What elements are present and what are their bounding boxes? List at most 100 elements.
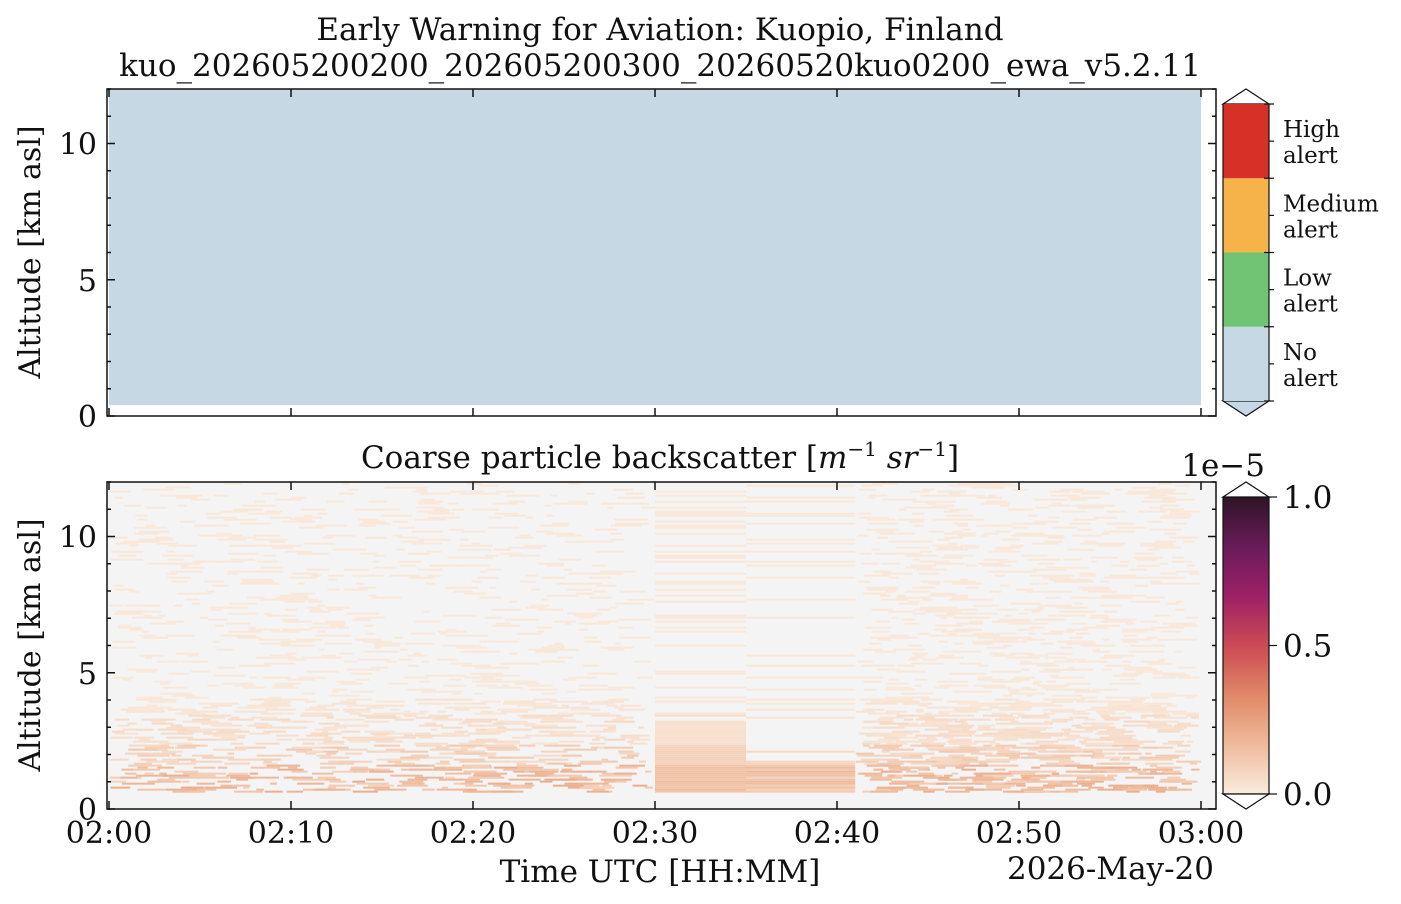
backscatter-cell <box>486 728 512 731</box>
backscatter-cell <box>1189 762 1198 765</box>
backscatter-cell <box>1095 732 1125 735</box>
backscatter-cell <box>950 724 975 727</box>
backscatter-cell <box>162 758 187 761</box>
backscatter-cell <box>285 652 297 655</box>
backscatter-cell <box>1073 754 1084 757</box>
backscatter-cell <box>337 748 368 751</box>
backscatter-cell <box>452 692 461 695</box>
backscatter-cell <box>912 788 945 791</box>
backscatter-cell <box>263 730 286 733</box>
backscatter-cell <box>347 738 372 741</box>
backscatter-cell <box>575 734 601 737</box>
backscatter-cell <box>449 744 482 747</box>
backscatter-cell <box>1189 572 1200 575</box>
backscatter-cell <box>1142 768 1170 771</box>
backscatter-cell <box>470 650 493 653</box>
backscatter-cell <box>302 788 317 791</box>
backscatter-cell <box>871 776 903 779</box>
backscatter-cell <box>1119 526 1138 529</box>
backscatter-cell <box>533 706 553 709</box>
backscatter-cell <box>655 780 746 783</box>
backscatter-cell <box>617 496 645 499</box>
backscatter-cell <box>218 732 235 735</box>
backscatter-cell <box>946 740 969 743</box>
backscatter-cell <box>271 630 300 633</box>
backscatter-cell <box>484 616 503 619</box>
backscatter-cell <box>579 616 594 619</box>
backscatter-cell <box>549 714 573 717</box>
backscatter-cell <box>374 740 403 743</box>
backscatter-cell <box>746 784 856 787</box>
backscatter-cell <box>1139 756 1172 759</box>
backscatter-cell <box>118 626 142 629</box>
backscatter-cell <box>496 720 528 723</box>
backscatter-cell <box>930 634 938 637</box>
backscatter-cell <box>577 782 609 785</box>
backscatter-cell <box>596 584 617 587</box>
backscatter-cell <box>932 518 956 521</box>
backscatter-cell <box>366 738 395 741</box>
backscatter-cell <box>957 710 979 713</box>
backscatter-cell <box>873 768 884 771</box>
backscatter-cell <box>350 766 369 769</box>
backscatter-cell <box>960 578 968 581</box>
backscatter-cell <box>1014 734 1045 737</box>
backscatter-cell <box>449 662 472 665</box>
backscatter-cell <box>943 580 976 583</box>
backscatter-cell <box>519 534 530 537</box>
backscatter-cell <box>292 644 315 647</box>
backscatter-cell <box>403 710 410 713</box>
backscatter-cell <box>221 728 228 731</box>
backscatter-cell <box>1096 624 1121 627</box>
backscatter-cell <box>251 570 283 573</box>
backscatter-cell <box>441 732 465 735</box>
backscatter-cell <box>615 602 644 605</box>
backscatter-cell <box>991 712 1007 715</box>
backscatter-cell <box>306 568 330 571</box>
backscatter-cell <box>1039 662 1055 665</box>
backscatter-cell <box>906 784 920 787</box>
backscatter-cell <box>1003 790 1027 793</box>
backscatter-cell <box>926 776 939 779</box>
backscatter-cell <box>921 598 934 601</box>
backscatter-cell <box>1010 720 1019 723</box>
backscatter-cell <box>368 770 394 773</box>
backscatter-cell <box>888 782 920 785</box>
backscatter-cell <box>941 630 972 633</box>
backscatter-cell <box>109 758 129 761</box>
backscatter-cell <box>216 730 250 733</box>
backscatter-cell <box>1077 716 1089 719</box>
backscatter-cell <box>413 652 421 655</box>
backscatter-cell <box>1140 542 1174 545</box>
backscatter-cell <box>118 554 137 557</box>
backscatter-cell <box>881 598 908 601</box>
backscatter-cell <box>746 708 856 711</box>
backscatter-cell <box>234 746 267 749</box>
backscatter-cell <box>516 762 527 765</box>
backscatter-cell <box>926 736 936 739</box>
backscatter-cell <box>338 652 354 655</box>
backscatter-cell <box>1037 606 1045 609</box>
backscatter-cell <box>167 558 185 561</box>
backscatter-cell <box>1152 696 1169 699</box>
backscatter-cell <box>423 500 444 503</box>
backscatter-cell <box>228 630 262 633</box>
backscatter-cell <box>507 722 536 725</box>
backscatter-cell <box>543 726 577 729</box>
backscatter-cell <box>118 624 131 627</box>
backscatter-cell <box>926 706 936 709</box>
backscatter-cell <box>424 510 450 513</box>
backscatter-cell <box>882 748 912 751</box>
backscatter-cell <box>157 660 180 663</box>
backscatter-cell <box>292 778 326 781</box>
backscatter-cell <box>969 620 984 623</box>
backscatter-cell <box>191 760 223 763</box>
backscatter-cell <box>265 510 282 513</box>
backscatter-cell <box>993 654 1015 657</box>
backscatter-cell <box>1043 698 1077 701</box>
backscatter-cell <box>655 672 746 675</box>
backscatter-cell <box>509 652 518 655</box>
backscatter-cell <box>874 650 897 653</box>
backscatter-cell <box>619 764 646 767</box>
backscatter-cell <box>337 762 355 765</box>
